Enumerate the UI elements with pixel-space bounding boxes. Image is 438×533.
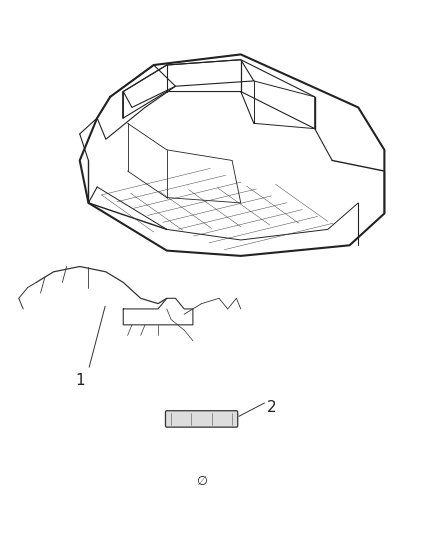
Text: 1: 1 [75, 373, 85, 388]
Text: $\varnothing$: $\varnothing$ [196, 474, 208, 488]
FancyBboxPatch shape [166, 411, 238, 427]
Text: 2: 2 [266, 400, 276, 415]
